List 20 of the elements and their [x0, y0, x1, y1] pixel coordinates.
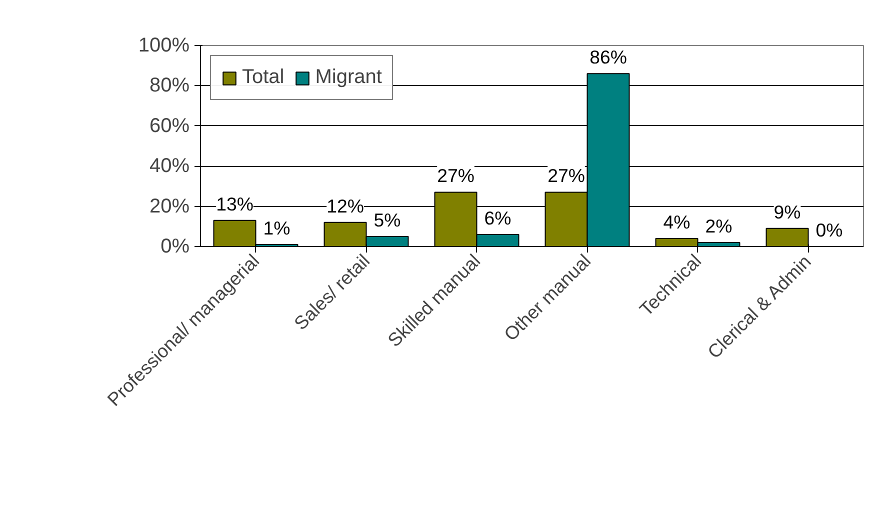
data-label: 9% [774, 201, 801, 222]
y-tick-label: 20% [149, 195, 190, 218]
data-label: 0% [816, 220, 843, 240]
y-tick-label: 0% [160, 236, 190, 258]
legend-label: Migrant [315, 66, 382, 89]
y-tick-label: 100% [138, 34, 190, 56]
data-label: 27% [437, 165, 474, 186]
data-label: 5% [374, 209, 401, 230]
y-tick-label: 60% [149, 114, 190, 137]
data-label: 12% [326, 195, 364, 216]
data-label: 86% [590, 46, 627, 68]
data-label: 1% [263, 217, 290, 238]
y-tick-label: 40% [149, 155, 190, 178]
data-label: 4% [663, 211, 690, 232]
data-label: 2% [705, 215, 732, 236]
legend-label: Total [242, 66, 284, 89]
data-label: 6% [484, 207, 512, 228]
y-tick-label: 80% [149, 74, 190, 97]
data-label: 13% [216, 193, 254, 214]
data-label: 27% [548, 165, 585, 186]
